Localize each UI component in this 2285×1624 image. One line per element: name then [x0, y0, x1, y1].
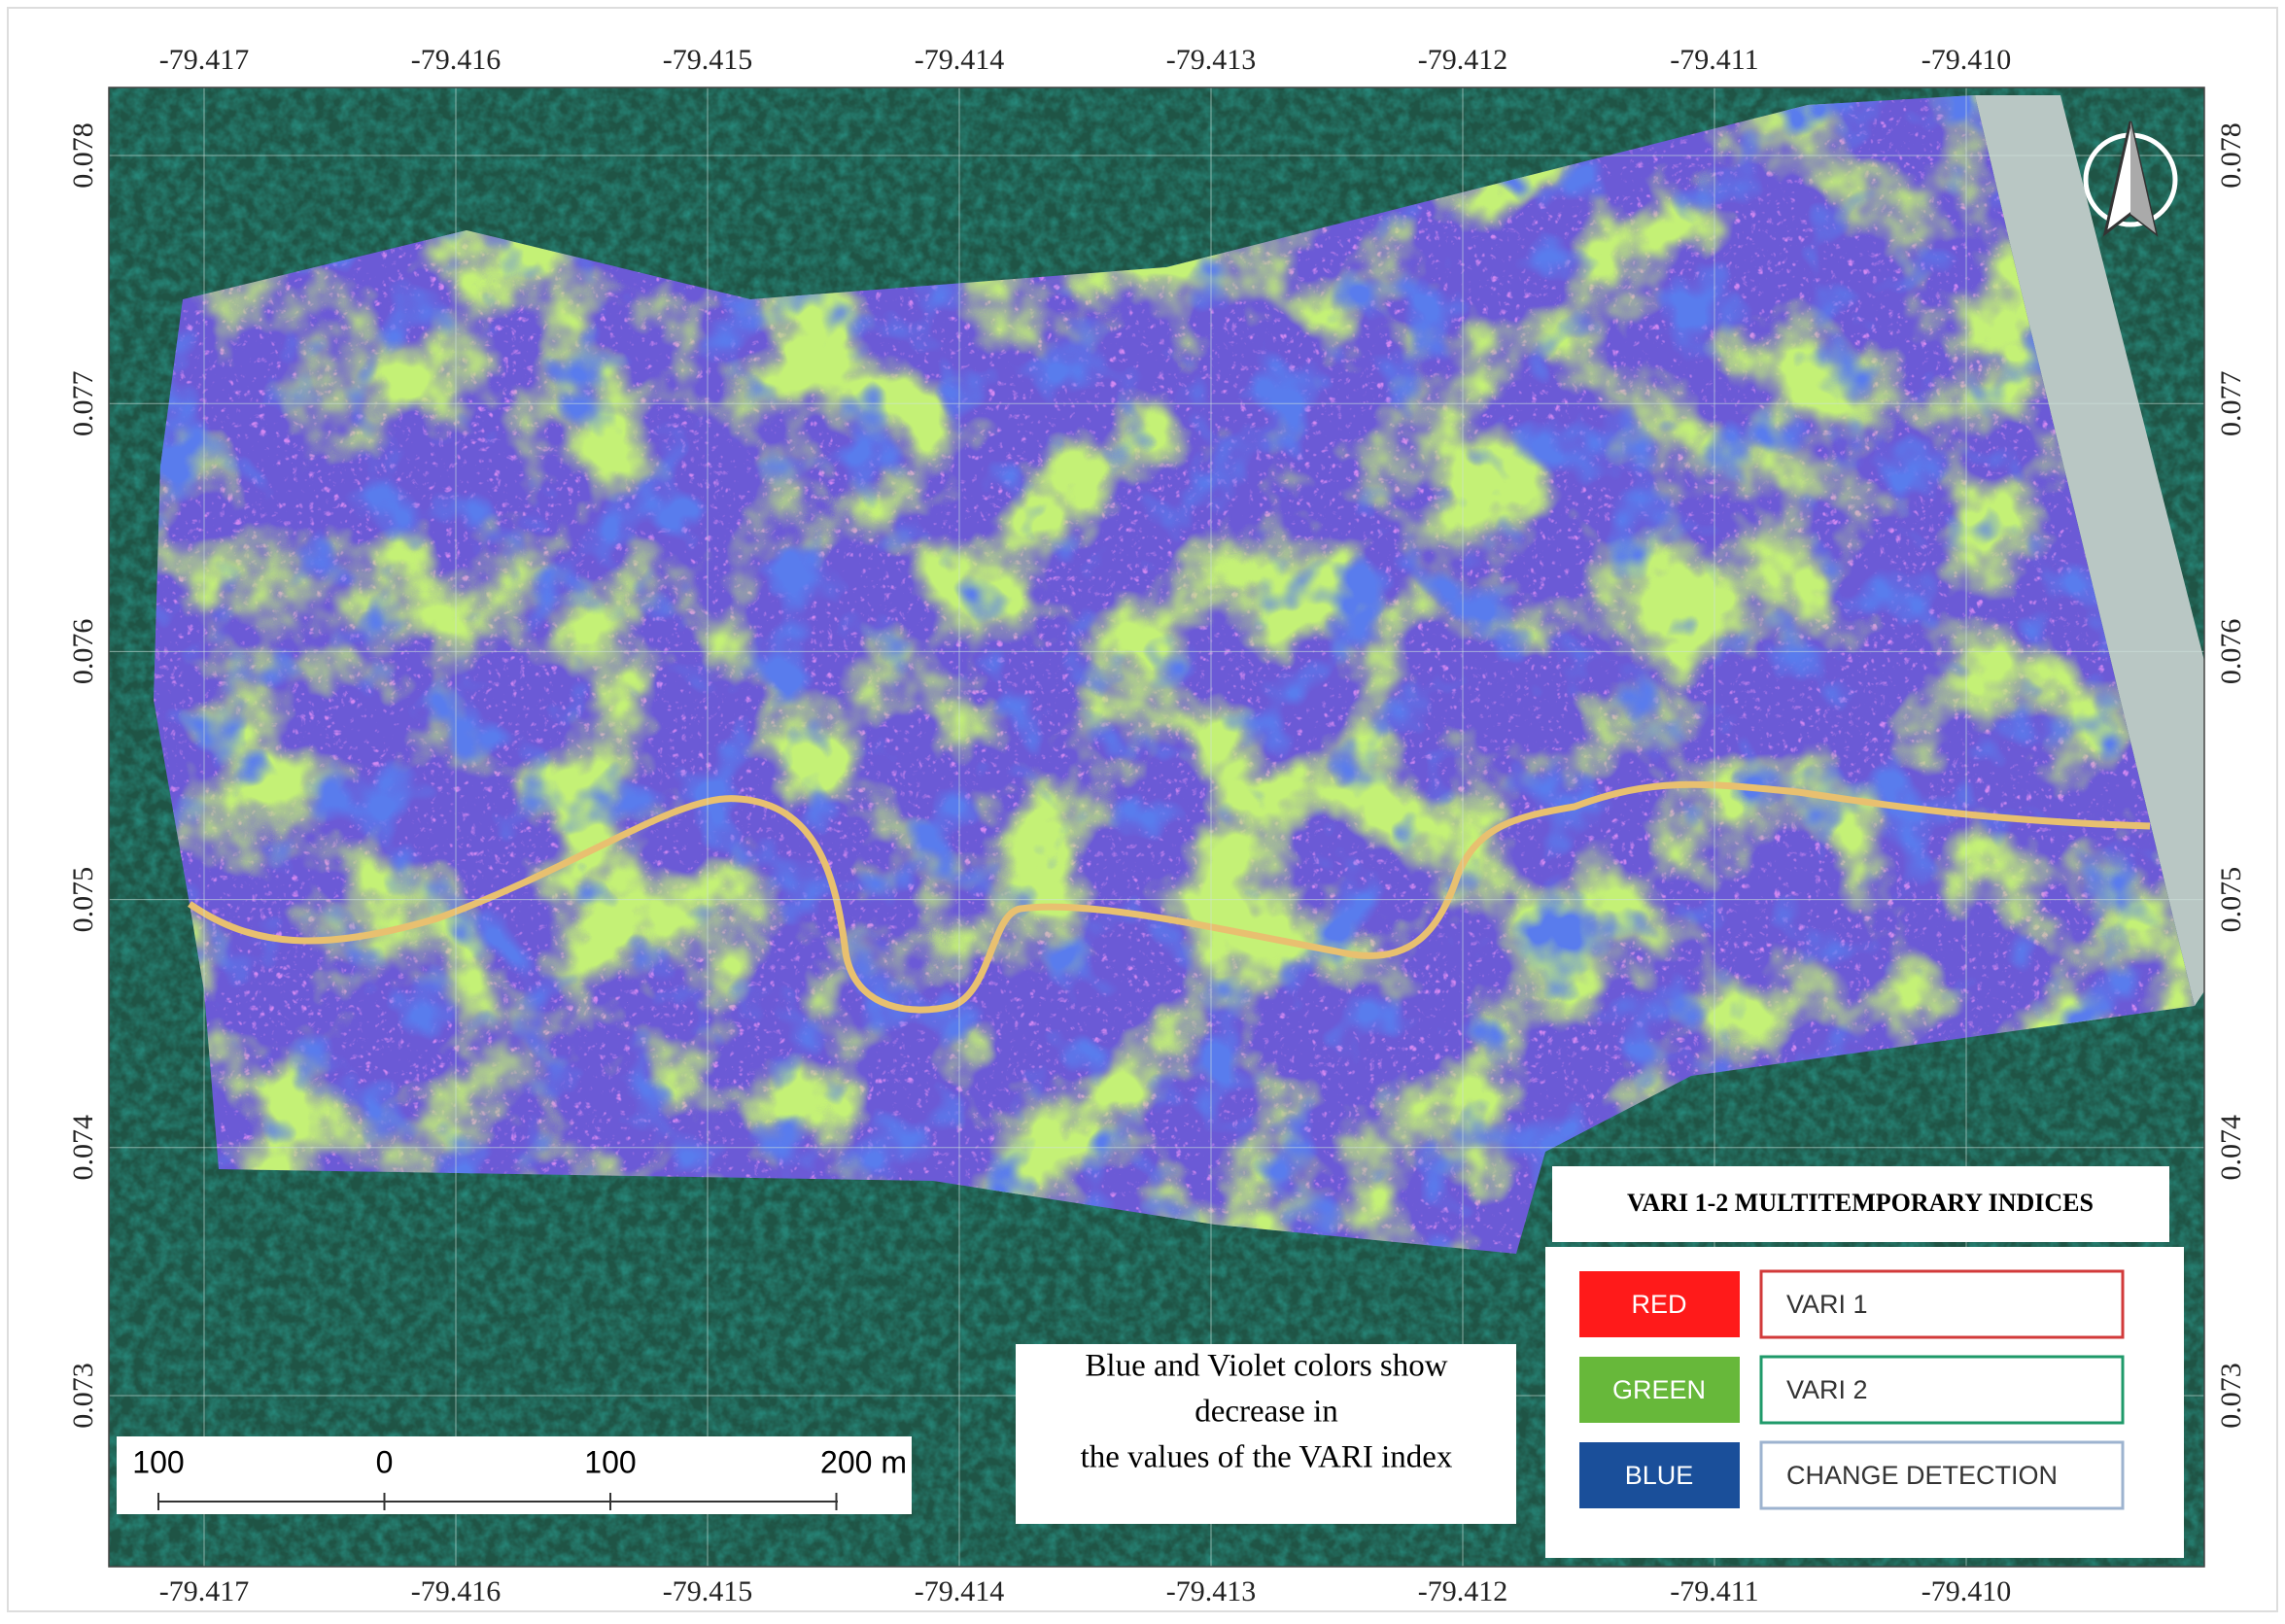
- lat-label-left: 0.075: [67, 867, 99, 933]
- scale-label: 100: [584, 1444, 636, 1479]
- legend-swatch-text: BLUE: [1625, 1461, 1694, 1490]
- legend-swatch: [1579, 1271, 1740, 1337]
- coordinate-labels: -79.417 -79.417 -79.416 -79.416 -79.415 -79.4…: [67, 44, 2247, 1607]
- lon-label-bottom: -79.410: [1921, 1575, 2012, 1607]
- lat-label-right: 0.078: [2215, 122, 2247, 189]
- lon-label-top: -79.411: [1670, 44, 1758, 76]
- lat-label-left: 0.074: [67, 1115, 99, 1181]
- lon-label-top: -79.410: [1921, 44, 2012, 76]
- map-area: [109, 87, 2204, 1567]
- lat-label-right: 0.074: [2215, 1115, 2247, 1181]
- lon-label-bottom: -79.411: [1670, 1575, 1758, 1607]
- lat-label-left: 0.077: [67, 370, 99, 436]
- lat-label-right: 0.075: [2215, 867, 2247, 933]
- lat-label-left: 0.078: [67, 122, 99, 189]
- scale-bar-ticks: 100 0 100 200 m: [132, 1444, 907, 1510]
- lon-label-bottom: -79.417: [159, 1575, 250, 1607]
- lat-label-right: 0.077: [2215, 370, 2247, 436]
- scale-label: 200 m: [820, 1444, 907, 1479]
- lon-label-top: -79.412: [1418, 44, 1508, 76]
- lon-label-bottom: -79.416: [411, 1575, 502, 1607]
- note-box: [1016, 1344, 1516, 1524]
- legend-label-box: [1759, 1440, 2125, 1510]
- scale-label: 100: [132, 1444, 184, 1479]
- legend-label-box: [1759, 1355, 2125, 1425]
- road-strip: [1975, 95, 2204, 1006]
- legend-rows: RED VARI 1 GREEN VARI 2 BLUE CHANGE DETECTION: [1579, 1269, 2125, 1510]
- legend-label: VARI 1: [1786, 1290, 1868, 1319]
- road-line: [188, 780, 2151, 1014]
- legend-swatch: [1579, 1442, 1740, 1508]
- lon-label-top: -79.415: [663, 44, 753, 76]
- legend-label: VARI 2: [1786, 1375, 1868, 1404]
- lon-label-top: -79.413: [1166, 44, 1257, 76]
- lat-label-right: 0.076: [2215, 619, 2247, 685]
- lon-label-bottom: -79.412: [1418, 1575, 1508, 1607]
- legend: VARI 1-2 MULTITEMPORARY INDICES RED VARI …: [1545, 1166, 2184, 1558]
- lon-label-bottom: -79.414: [915, 1575, 1005, 1607]
- lon-label-top: -79.414: [915, 44, 1005, 76]
- lon-label-top: -79.416: [411, 44, 502, 76]
- lon-label-bottom: -79.413: [1166, 1575, 1257, 1607]
- lon-label-bottom: -79.415: [663, 1575, 753, 1607]
- note-line: decrease in: [1194, 1395, 1338, 1430]
- figure-border: [7, 7, 2278, 1612]
- scale-label: 0: [376, 1444, 394, 1479]
- scale-bar: 100 0 100 200 m: [117, 1436, 912, 1514]
- legend-label: CHANGE DETECTION: [1786, 1461, 2058, 1490]
- legend-label-box: [1759, 1269, 2125, 1339]
- lat-label-left: 0.073: [67, 1363, 99, 1429]
- note-line: the values of the VARI index: [1081, 1440, 1453, 1475]
- lat-label-left: 0.076: [67, 619, 99, 685]
- legend-swatch-text: GREEN: [1612, 1375, 1706, 1404]
- lat-label-right: 0.073: [2215, 1363, 2247, 1429]
- note-line: Blue and Violet colors show: [1085, 1349, 1447, 1384]
- north-arrow: [2083, 121, 2178, 237]
- legend-title: VARI 1-2 MULTITEMPORARY INDICES: [1627, 1189, 2094, 1217]
- legend-swatch-text: RED: [1631, 1290, 1686, 1319]
- north-arrow-shade: [2130, 121, 2156, 233]
- note: Blue and Violet colors show decrease in …: [1016, 1344, 1516, 1524]
- legend-title-box: [1552, 1166, 2169, 1242]
- map-frame: [108, 86, 2205, 1568]
- legend-swatch: [1579, 1357, 1740, 1423]
- lon-label-top: -79.417: [159, 44, 250, 76]
